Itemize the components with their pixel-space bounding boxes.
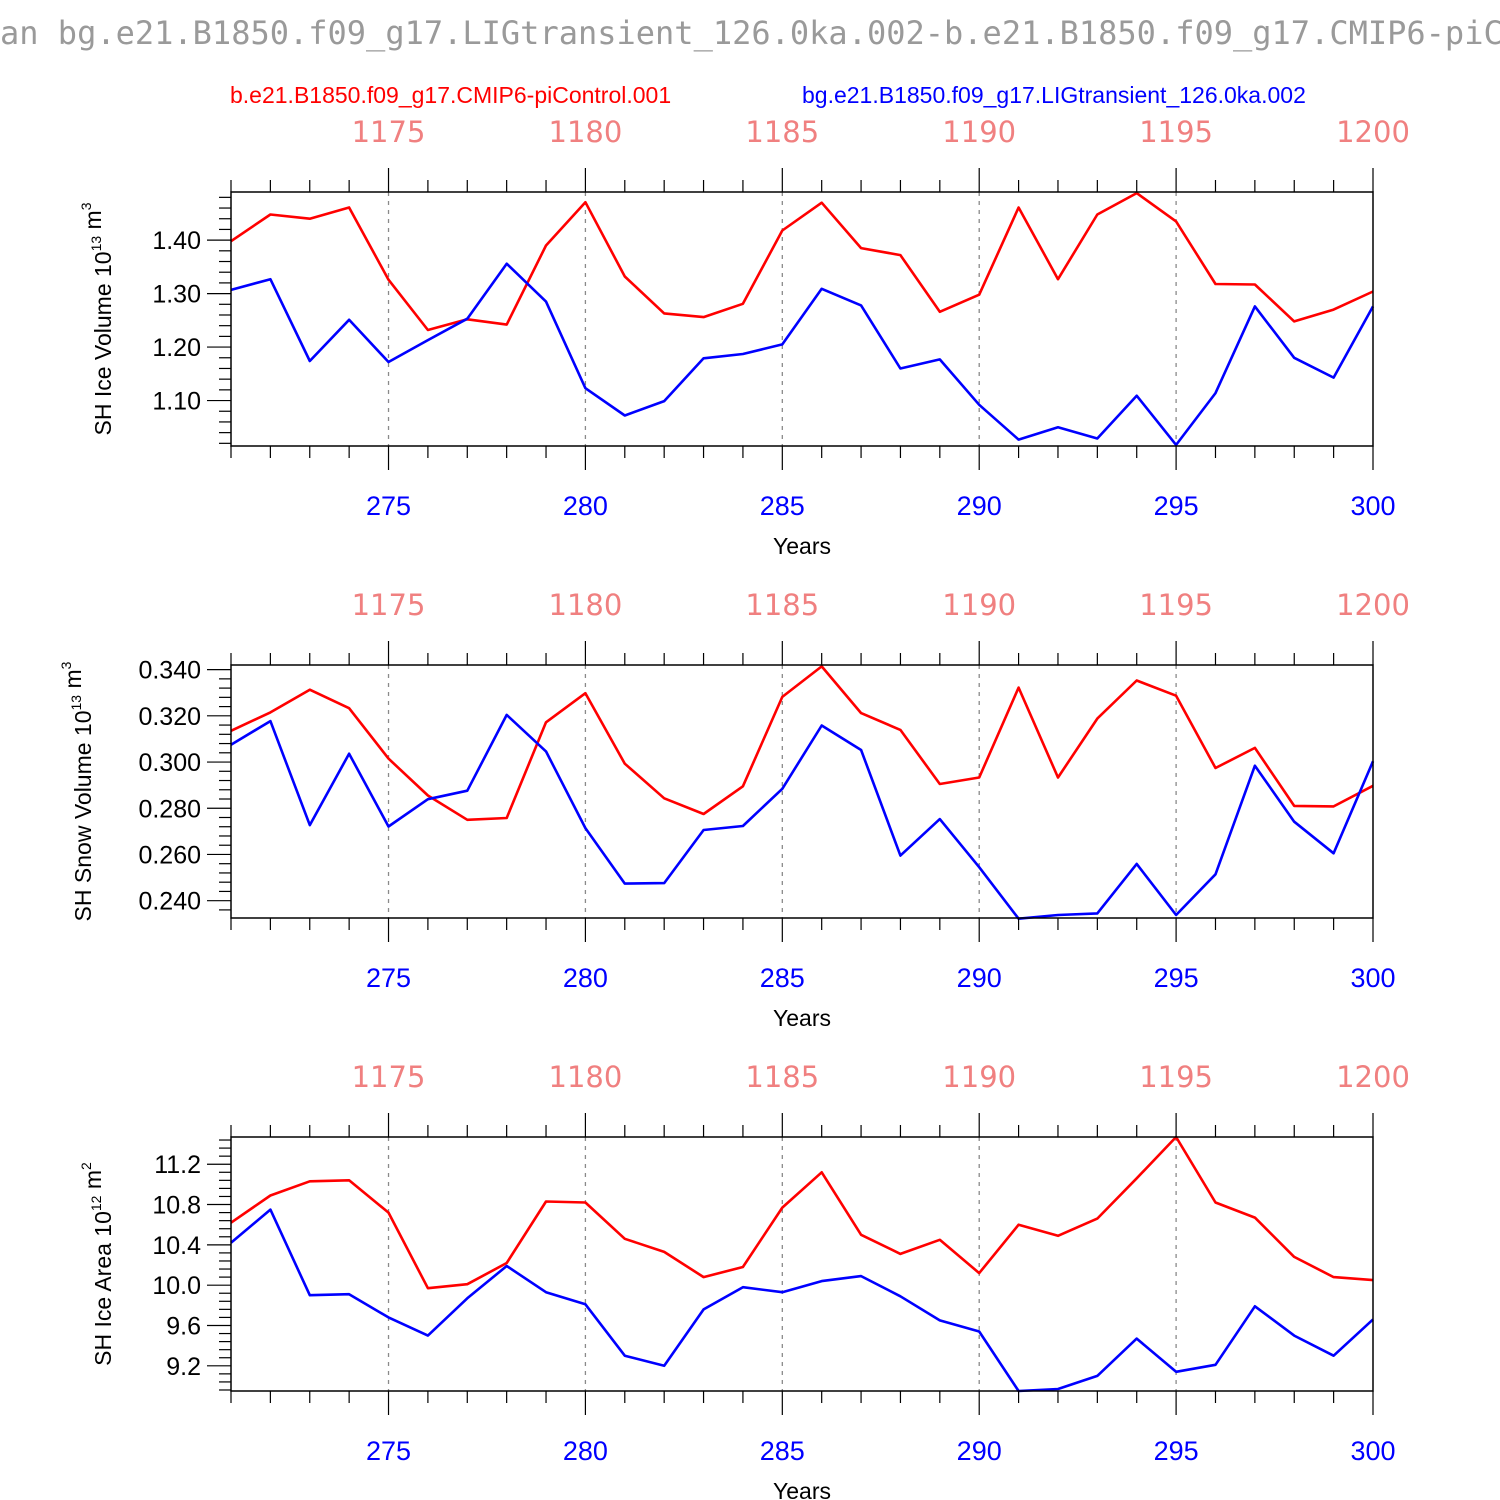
series-line-blue	[230, 713, 1375, 921]
top-tick-label: 1180	[549, 115, 623, 149]
plot-title: an bg.e21.B1850.f09_g17.LIGtransient_126…	[0, 14, 1500, 52]
x-tick-label: 295	[1154, 963, 1199, 993]
top-tick-label: 1185	[745, 115, 819, 149]
series-line-blue	[230, 1208, 1374, 1393]
series-line-red	[230, 191, 1374, 332]
y-tick-label: 1.20	[152, 334, 201, 362]
top-tick-label: 1175	[352, 115, 426, 149]
x-tick-label: 300	[1350, 963, 1395, 993]
x-axis-label: Years	[773, 1478, 831, 1500]
x-tick-label: 280	[563, 1436, 608, 1466]
top-tick-label: 1190	[942, 1060, 1016, 1094]
x-tick-label: 280	[563, 963, 608, 993]
y-tick-label: 9.6	[166, 1312, 201, 1340]
x-tick-label: 275	[366, 1436, 411, 1466]
top-tick-label: 1185	[745, 1060, 819, 1094]
series-line-red	[230, 1135, 1374, 1290]
top-tick-label: 1200	[1336, 115, 1410, 149]
top-tick-label: 1180	[549, 1060, 623, 1094]
x-tick-label: 290	[957, 963, 1002, 993]
top-tick-label: 1175	[352, 1060, 426, 1094]
top-tick-label: 1200	[1336, 1060, 1410, 1094]
y-tick-label: 10.0	[152, 1272, 201, 1300]
y-tick-label: 10.8	[152, 1192, 201, 1220]
y-tick-label: 0.260	[138, 841, 201, 869]
y-tick-label: 1.40	[152, 227, 201, 255]
top-tick-label: 1190	[942, 588, 1016, 622]
x-tick-label: 290	[957, 1436, 1002, 1466]
y-axis-label: SH Ice Area 1012 m2	[78, 1162, 116, 1366]
y-tick-label: 10.4	[152, 1232, 201, 1260]
top-tick-label: 1190	[942, 115, 1016, 149]
x-tick-label: 280	[563, 491, 608, 521]
top-tick-label: 1200	[1336, 588, 1410, 622]
y-axis-label: SH Snow Volume 1013 m3	[58, 661, 96, 921]
x-axis-label: Years	[773, 533, 831, 559]
top-tick-label: 1175	[352, 588, 426, 622]
x-tick-label: 300	[1350, 1436, 1395, 1466]
x-tick-label: 275	[366, 963, 411, 993]
y-tick-label: 0.340	[138, 657, 201, 685]
panel-ice-area: 9.2 9.6 10.0 10.4 10.8 11.2 275 280 285 290 295 300…	[78, 1060, 1410, 1500]
y-axis-label: SH Ice Volume 1013 m3	[78, 202, 116, 435]
x-tick-label: 290	[957, 491, 1002, 521]
y-tick-label: 0.300	[138, 749, 201, 777]
legend-entry-ligtransient: bg.e21.B1850.f09_g17.LIGtransient_126.0k…	[802, 82, 1306, 108]
top-tick-label: 1195	[1139, 588, 1213, 622]
series-line-red	[230, 665, 1374, 822]
y-tick-label: 0.240	[138, 888, 201, 916]
top-tick-label: 1195	[1139, 1060, 1213, 1094]
plot-frame	[230, 1136, 1374, 1392]
legend-entry-picontrol: b.e21.B1850.f09_g17.CMIP6-piControl.001	[230, 82, 672, 108]
y-tick-label: 1.30	[152, 281, 201, 309]
panel-ice-volume: 1.10 1.20 1.30 1.40 275 280 285 290 295 300 1175 11…	[78, 115, 1410, 559]
y-tick-label: 0.320	[138, 703, 201, 731]
plot-frame	[230, 664, 1374, 919]
y-tick-label: 11.2	[154, 1151, 201, 1179]
series-line-blue	[230, 262, 1375, 447]
top-tick-label: 1195	[1139, 115, 1213, 149]
panel-snow-volume: 0.240 0.260 0.280 0.300 0.320 0.340 275 280 285 2…	[58, 588, 1410, 1031]
top-tick-label: 1180	[549, 588, 623, 622]
y-tick-label: 0.280	[138, 795, 201, 823]
x-tick-label: 300	[1350, 491, 1395, 521]
x-tick-label: 275	[366, 491, 411, 521]
y-tick-label: 1.10	[152, 388, 201, 416]
x-tick-label: 285	[760, 1436, 805, 1466]
x-axis-label: Years	[773, 1005, 831, 1031]
x-tick-label: 295	[1154, 491, 1199, 521]
x-tick-label: 295	[1154, 1436, 1199, 1466]
x-tick-label: 285	[760, 491, 805, 521]
y-tick-label: 9.2	[166, 1353, 201, 1381]
plot-frame	[230, 191, 1374, 447]
top-tick-label: 1185	[745, 588, 819, 622]
x-tick-label: 285	[760, 963, 805, 993]
